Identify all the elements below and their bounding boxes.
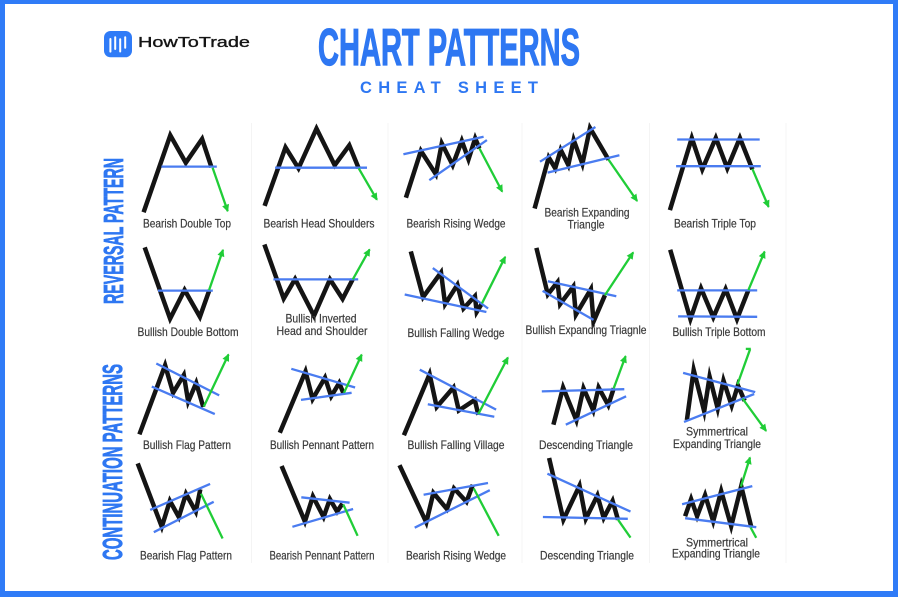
svg-text:Bearish Head Shoulders: Bearish Head Shoulders (264, 217, 375, 231)
svg-text:Bullish Expanding Triagnle: Bullish Expanding Triagnle (526, 323, 647, 337)
svg-text:Bullish Double Bottom: Bullish Double Bottom (138, 325, 239, 339)
svg-text:Bearish Triple Top: Bearish Triple Top (674, 217, 756, 231)
svg-text:Bullish Triple Bottom: Bullish Triple Bottom (673, 325, 766, 339)
svg-text:Bullish Flag Pattern: Bullish Flag Pattern (143, 438, 231, 452)
svg-text:Bearish Rising Wedge: Bearish Rising Wedge (407, 217, 506, 231)
svg-text:CONTINUATION PATTERNS: CONTINUATION PATTERNS (97, 364, 128, 560)
svg-text:CHEAT SHEET: CHEAT SHEET (360, 79, 538, 97)
svg-text:CHART PATTERNS: CHART PATTERNS (318, 18, 580, 76)
svg-text:Symmertrical: Symmertrical (686, 536, 748, 550)
svg-text:Bearish Flag Pattern: Bearish Flag Pattern (140, 549, 232, 563)
svg-text:REVERSAL PATTERN: REVERSAL PATTERN (98, 158, 129, 304)
svg-text:Descending Triangle: Descending Triangle (539, 438, 633, 452)
svg-text:Head and Shoulder: Head and Shoulder (277, 324, 368, 338)
svg-text:Bullish Inverted: Bullish Inverted (286, 312, 357, 326)
svg-text:Bearish Expanding: Bearish Expanding (545, 206, 630, 220)
svg-text:Bearish Rising Wedge: Bearish Rising Wedge (406, 549, 506, 563)
svg-text:Bullish Pennant Pattern: Bullish Pennant Pattern (270, 438, 374, 452)
svg-text:HowToTrade: HowToTrade (138, 35, 250, 51)
svg-text:Symmertrical: Symmertrical (686, 425, 748, 439)
svg-text:Bearish Pennant Pattern: Bearish Pennant Pattern (270, 549, 375, 563)
svg-text:Bearish Double Top: Bearish Double Top (143, 217, 231, 231)
svg-text:Bullish Falling Wedge: Bullish Falling Wedge (408, 326, 505, 340)
svg-text:Bullish Falling Village: Bullish Falling Village (408, 438, 505, 452)
svg-text:Expanding Triangle: Expanding Triangle (672, 547, 760, 561)
svg-text:Descending Triangle: Descending Triangle (540, 549, 634, 563)
svg-text:Triangle: Triangle (568, 218, 605, 232)
svg-text:Expanding Triangle: Expanding Triangle (673, 437, 761, 451)
